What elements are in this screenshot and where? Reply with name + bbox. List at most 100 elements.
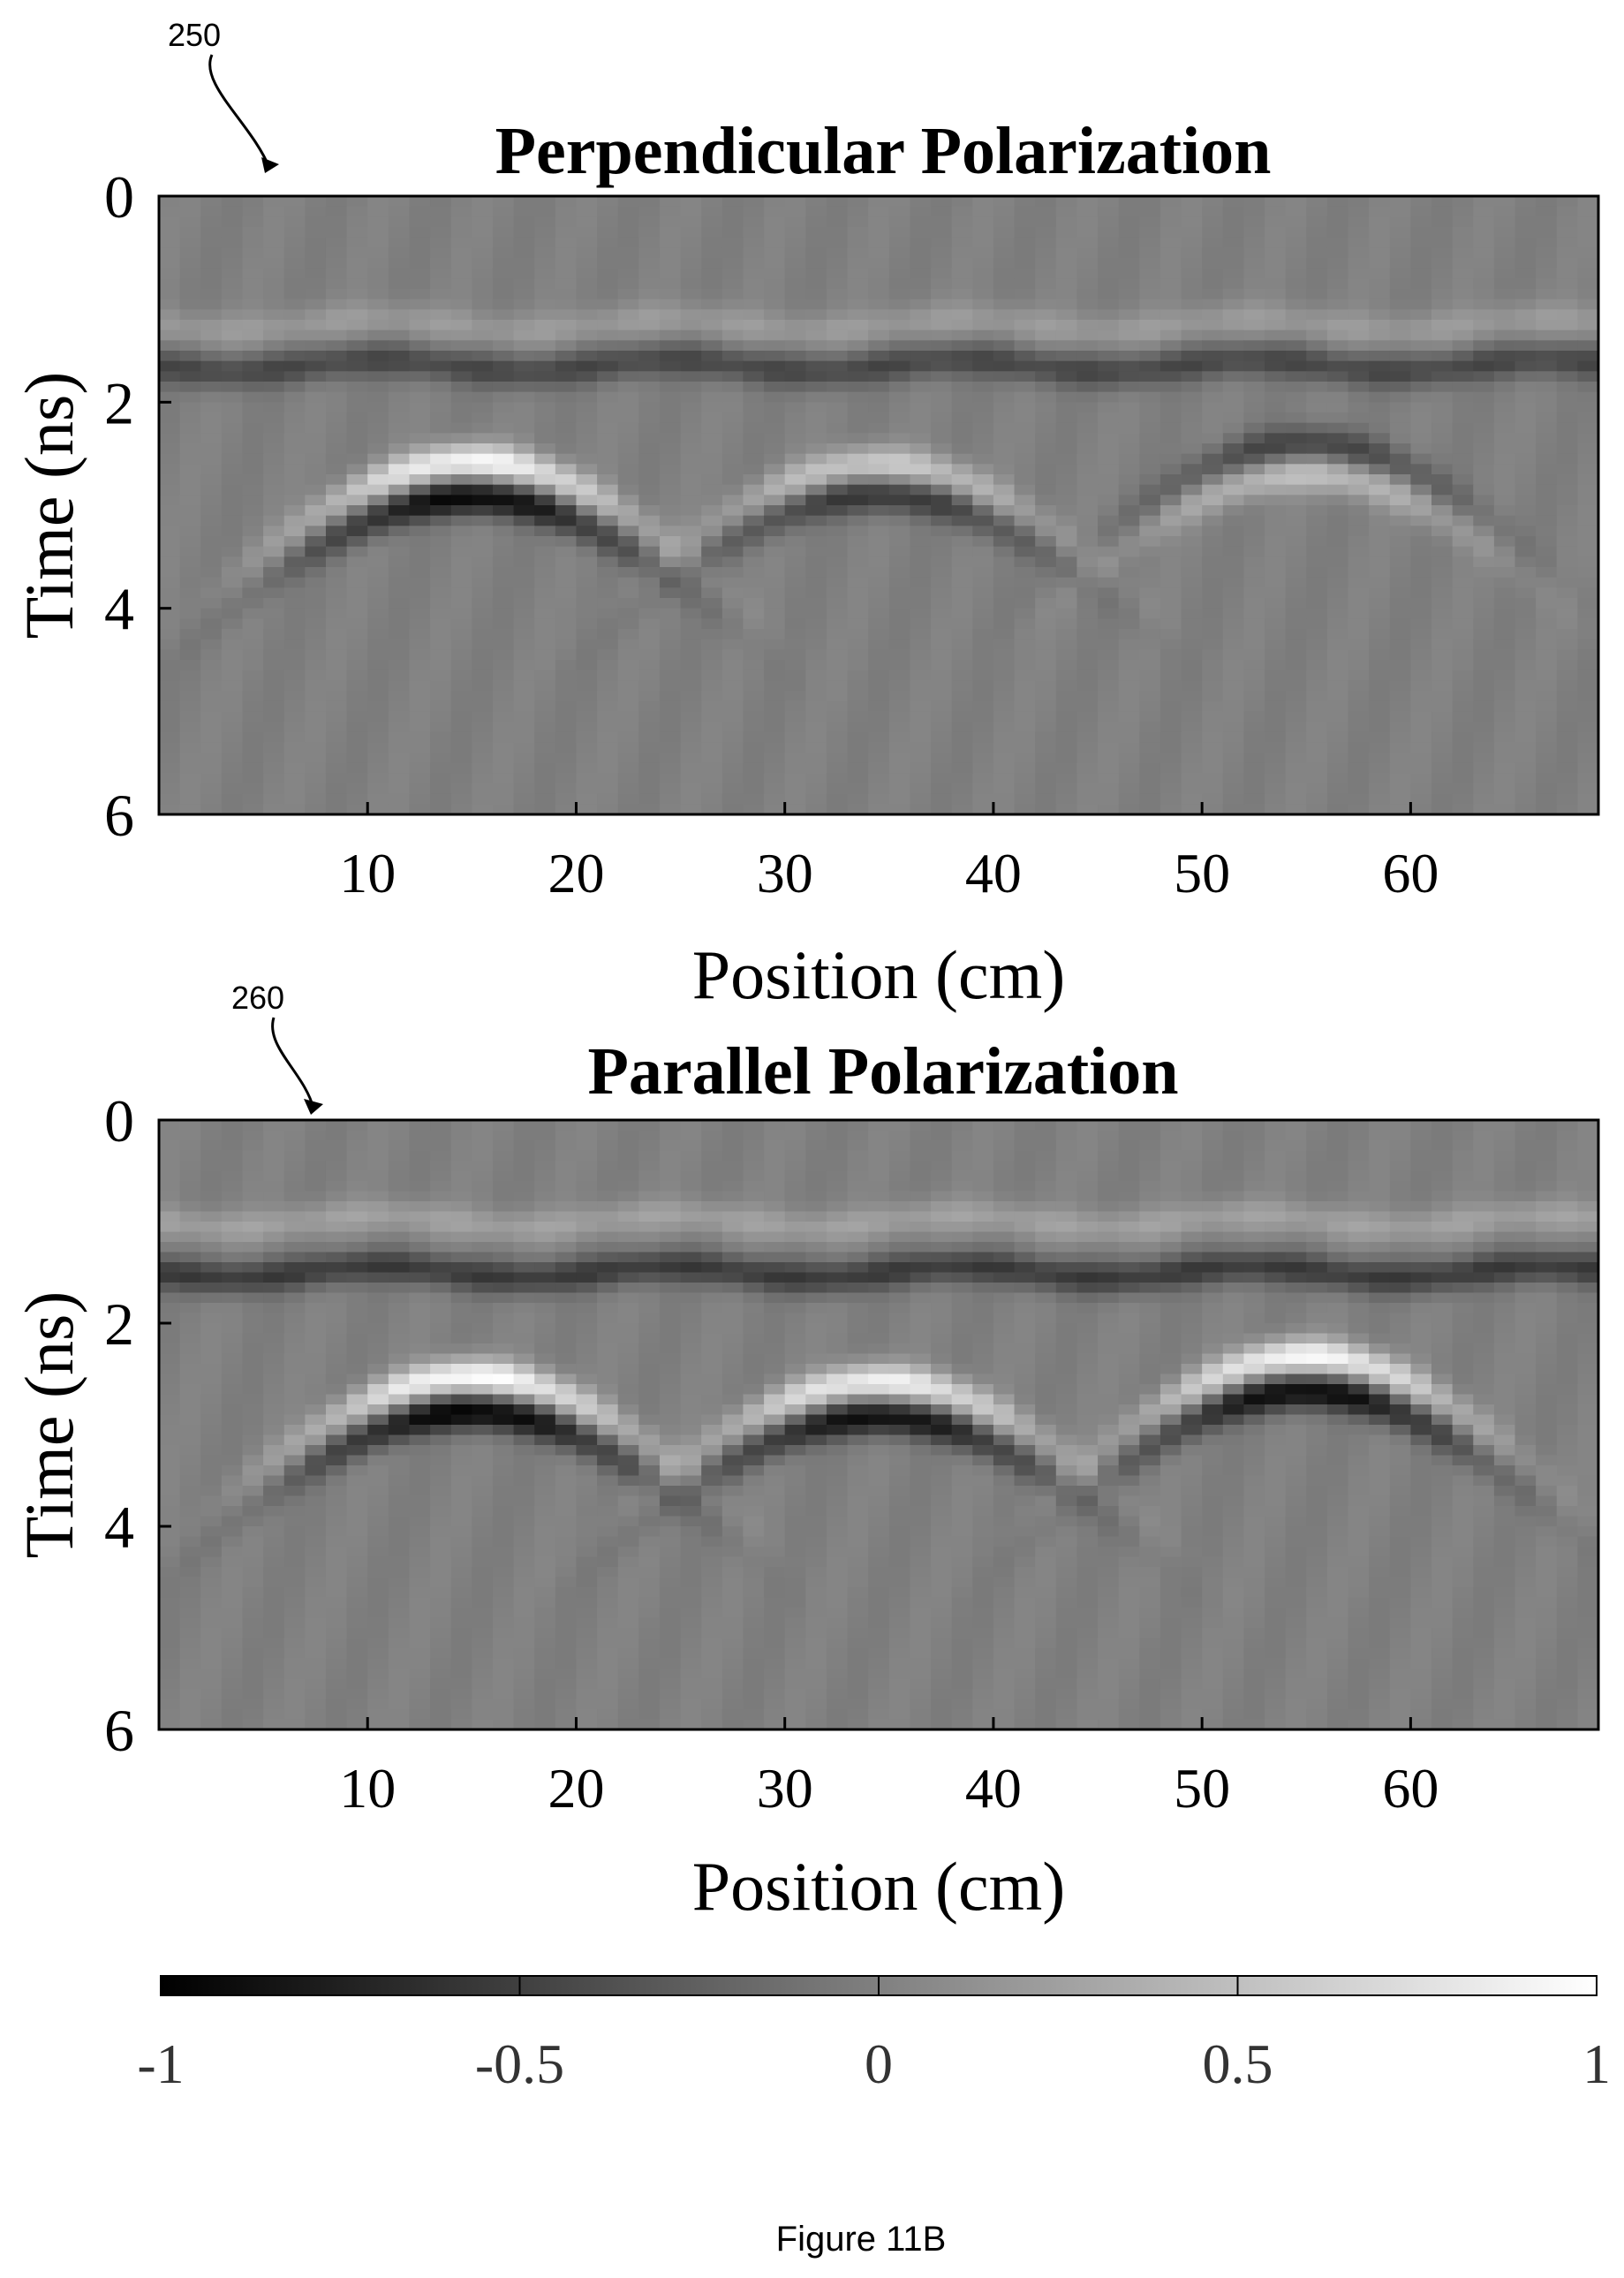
heatmap-cell xyxy=(555,608,578,620)
heatmap-cell xyxy=(450,1222,473,1233)
heatmap-cell xyxy=(805,443,827,455)
heatmap-cell xyxy=(159,237,181,249)
heatmap-cell xyxy=(1369,670,1391,682)
heatmap-cell xyxy=(513,360,536,373)
heatmap-cell xyxy=(1202,649,1224,661)
heatmap-cell xyxy=(159,340,181,352)
heatmap-cell xyxy=(1473,618,1495,630)
heatmap-cell xyxy=(1514,474,1537,486)
heatmap-cell xyxy=(242,1211,264,1222)
heatmap-cell xyxy=(388,691,411,702)
heatmap-cell xyxy=(1536,340,1558,352)
heatmap-cell xyxy=(701,237,723,249)
heatmap-cell xyxy=(492,289,515,300)
heatmap-cell xyxy=(972,691,994,702)
heatmap-cell xyxy=(492,360,515,373)
heatmap-cell xyxy=(179,680,202,692)
heatmap-cell xyxy=(1098,731,1120,744)
heatmap-cell xyxy=(513,700,536,713)
heatmap-cell xyxy=(597,526,619,537)
heatmap-cell xyxy=(1348,1150,1370,1162)
heatmap-cell xyxy=(617,268,640,280)
heatmap-cell xyxy=(910,443,932,455)
heatmap-cell xyxy=(1493,742,1516,753)
heatmap-cell xyxy=(868,351,890,362)
heatmap-cell xyxy=(1369,474,1391,486)
heatmap-cell xyxy=(200,247,223,259)
heatmap-cell xyxy=(242,505,264,517)
heatmap-cell xyxy=(1055,340,1078,352)
heatmap-cell xyxy=(1014,453,1036,465)
heatmap-cell xyxy=(221,206,244,218)
heatmap-cell xyxy=(1556,1130,1579,1141)
heatmap-cell xyxy=(346,1181,369,1192)
heatmap-cell xyxy=(1118,1231,1141,1243)
heatmap-cell xyxy=(931,320,953,331)
heatmap-cell xyxy=(910,196,932,208)
heatmap-cell xyxy=(492,608,515,620)
heatmap-cell xyxy=(972,1140,994,1152)
heatmap-cell xyxy=(283,309,306,321)
heatmap-cell xyxy=(1326,360,1349,373)
heatmap-cell xyxy=(305,464,327,475)
heatmap-cell xyxy=(1410,237,1432,249)
heatmap-cell xyxy=(721,700,744,713)
heatmap-cell xyxy=(931,237,953,249)
heatmap-cell xyxy=(409,598,431,609)
heatmap-cell xyxy=(1514,1161,1537,1172)
heatmap-cell xyxy=(1410,1170,1432,1182)
heatmap-cell xyxy=(1410,278,1432,290)
heatmap-cell xyxy=(1306,804,1328,815)
heatmap-cell xyxy=(367,309,389,321)
heatmap-cell xyxy=(1577,649,1599,661)
heatmap-cell xyxy=(492,804,515,815)
heatmap-cell xyxy=(764,1161,786,1172)
heatmap-cell xyxy=(221,422,244,435)
heatmap-cell xyxy=(534,577,556,589)
heatmap-cell xyxy=(263,495,285,506)
heatmap-cell xyxy=(868,258,890,269)
heatmap-cell xyxy=(1265,1161,1287,1172)
heatmap-cell xyxy=(847,1120,869,1131)
heatmap-cell xyxy=(1222,484,1245,496)
heatmap-cell xyxy=(1035,618,1057,630)
heatmap-cell xyxy=(1556,639,1579,651)
heatmap-cell xyxy=(1139,639,1161,651)
heatmap-cell xyxy=(743,402,765,413)
heatmap-cell xyxy=(1055,453,1078,465)
heatmap-cell xyxy=(1139,773,1161,784)
heatmap-cell xyxy=(409,536,431,548)
heatmap-cell xyxy=(1473,320,1495,331)
heatmap-cell xyxy=(388,598,411,609)
heatmap-cell xyxy=(576,278,598,290)
heatmap-cell xyxy=(764,1130,786,1141)
heatmap-cell xyxy=(888,340,911,352)
heatmap-cell xyxy=(305,670,327,682)
heatmap-cell xyxy=(1076,371,1099,382)
heatmap-cell xyxy=(659,587,682,599)
heatmap-cell xyxy=(513,484,536,496)
heatmap-cell xyxy=(1159,289,1182,300)
heatmap-cell xyxy=(826,1201,849,1213)
heatmap-cell xyxy=(680,309,702,321)
heatmap-cell xyxy=(972,216,994,228)
heatmap-cell xyxy=(1076,1201,1099,1213)
heatmap-cell xyxy=(993,1201,1016,1213)
heatmap-cell xyxy=(1181,1120,1203,1131)
heatmap-cell xyxy=(1265,309,1287,321)
heatmap-cell xyxy=(367,577,389,589)
heatmap-cell xyxy=(221,742,244,753)
heatmap-cell xyxy=(701,422,723,435)
heatmap-cell xyxy=(680,402,702,413)
heatmap-cell xyxy=(1473,711,1495,723)
heatmap-cell xyxy=(367,237,389,249)
heatmap-cell xyxy=(450,433,473,444)
heatmap-cell xyxy=(826,1191,849,1202)
heatmap-cell xyxy=(910,258,932,269)
heatmap-cell xyxy=(409,216,431,228)
heatmap-cell xyxy=(305,1181,327,1192)
heatmap-cell xyxy=(1369,1150,1391,1162)
heatmap-cell xyxy=(1076,691,1099,702)
heatmap-cell xyxy=(1139,598,1161,609)
heatmap-cell xyxy=(388,773,411,784)
